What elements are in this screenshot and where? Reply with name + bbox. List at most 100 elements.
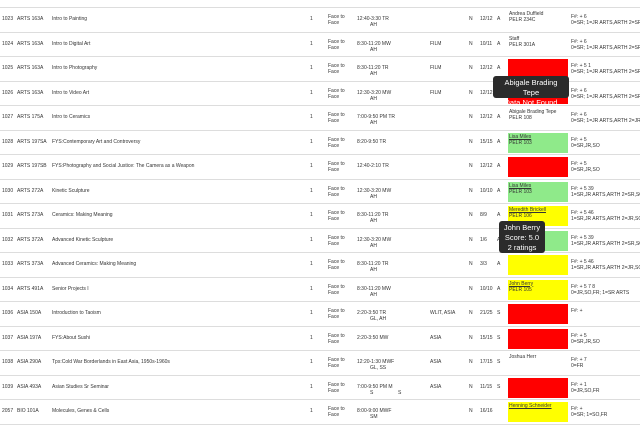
restriction-line: 0=SR; 1=SO,FR xyxy=(571,412,608,418)
restriction-line: 0=SR; 1=JR ARTS,ARTH 2=SR xyxy=(571,44,640,51)
category: FILM xyxy=(430,40,442,47)
course-code: ARTS 163A xyxy=(17,40,44,47)
course-code: ARTS 373A xyxy=(17,261,44,267)
table-row: 2057 BIO 101A Molecules, Genes & Cells 1 8:0… xyxy=(0,400,640,425)
seats: 10/11 xyxy=(480,40,493,47)
category: FILM xyxy=(430,89,442,96)
restriction-line: 1=SR,JR ARTS,ARTH 2=SR,SO xyxy=(571,191,640,198)
instructor-cell[interactable]: Joshua Herr xyxy=(508,353,568,373)
restrictions: F#: +0=SR; 1=SO,FR xyxy=(571,406,607,418)
course-id: 1037 xyxy=(2,334,14,341)
table-row: 1027 ARTS 175A Intro to Ceramics 1 7:00-9:50… xyxy=(0,106,640,131)
instructor-name[interactable]: Staff xyxy=(509,35,520,42)
tooltip-line: Score: 5.0 xyxy=(504,233,540,242)
restrictions: F#: + 5 1 0=SR; 1=JR ARTS,ARTH 2=SR xyxy=(571,63,640,75)
course-id: 1027 xyxy=(2,114,14,120)
course-title: Senior Projects I xyxy=(52,285,89,292)
instructor-name[interactable]: Henning Schneider xyxy=(509,403,552,409)
mode-line: Face to xyxy=(328,38,345,45)
restriction-line: F#: + 5 xyxy=(571,332,587,339)
instructor-cell[interactable] xyxy=(508,328,568,349)
instructor-cell[interactable] xyxy=(508,157,568,177)
course-code: ASIA 290A xyxy=(17,359,42,365)
meeting-time: 12:30-3:20 MW xyxy=(357,236,392,243)
course-code: ARTS 175A xyxy=(17,114,44,120)
seats: 10/10 xyxy=(480,285,493,292)
instructor-name[interactable]: Lisa Miles xyxy=(509,133,532,140)
instructor-cell[interactable] xyxy=(508,377,568,398)
course-code: ARTS 197SB xyxy=(17,163,47,169)
mode-line: Face to xyxy=(328,332,345,339)
course-title: Intro to Ceramics xyxy=(52,114,91,120)
flag: N xyxy=(469,16,473,22)
course-id: 1031 xyxy=(2,212,14,218)
instructor-cell[interactable]: Staff PELR 301A xyxy=(508,35,568,55)
seats: 8/9 xyxy=(480,212,487,218)
instructor-name[interactable]: Meredith Brickell xyxy=(509,207,546,213)
mode-line: Face to xyxy=(328,308,345,314)
tooltip-line: John Berry xyxy=(503,223,541,232)
course-id: 1026 xyxy=(2,89,14,96)
restrictions: F#: + 5 7 8 0=JR,SO,FR; 1=SR ARTS xyxy=(571,284,629,296)
instructor-cell[interactable]: Abigale Brading Tepe PELR 108 xyxy=(508,108,568,128)
instructor-name[interactable]: Joshua Herr xyxy=(509,354,537,360)
seats: 12/12 xyxy=(480,163,493,169)
mode-line: Face xyxy=(328,167,340,173)
location: S xyxy=(370,389,374,396)
course-id: 1036 xyxy=(2,310,14,316)
seats: 10/10 xyxy=(480,187,493,194)
instructor-cell[interactable]: Henning Schneider xyxy=(508,402,568,422)
meeting-time: 7:00-9:50 PM TR xyxy=(357,114,395,120)
restriction-line: 0=JR,SO,FR; 1=SR ARTS xyxy=(571,289,630,296)
restriction-line: F#: + 6 xyxy=(571,112,587,118)
units: 1 xyxy=(310,261,313,267)
location: AH xyxy=(370,291,377,298)
instructor-name[interactable]: Lisa Miles xyxy=(509,182,532,189)
course-code: ARTS 272A xyxy=(17,187,44,194)
instructor-cell[interactable]: Andrea Duffield PELR 234C xyxy=(508,10,568,30)
instructor-office: PELR 105 xyxy=(509,286,532,293)
table-row: 1030 ARTS 272A Kinetic Sculpture 1 12:30-3:2… xyxy=(0,180,640,204)
flag: N xyxy=(469,408,473,414)
location: AH xyxy=(370,22,377,28)
instructor-name[interactable]: Andrea Duffield xyxy=(509,11,544,17)
restrictions: F#: + 5 46 1=SR,JR ARTS,ARTH 2=JR,SO xyxy=(571,210,640,222)
mode-line: Face to xyxy=(328,357,345,363)
flag: N xyxy=(469,334,473,341)
units: 1 xyxy=(310,383,313,390)
mode-line: Face to xyxy=(328,259,345,265)
instructor-name[interactable]: John Berry xyxy=(509,280,534,287)
meeting-time: 8:30-11:20 TR xyxy=(357,65,389,71)
course-id: 1030 xyxy=(2,187,14,194)
meeting-time: 12:20-1:30 MWF xyxy=(357,359,395,365)
mode-line: Face xyxy=(328,338,340,345)
instructor-cell[interactable] xyxy=(508,304,568,324)
instructor-name[interactable]: Abigale Brading Tepe xyxy=(509,109,557,115)
table-row xyxy=(0,0,640,8)
instructor-cell[interactable] xyxy=(508,255,568,275)
restrictions: F#: + 1 0=JR,SO,FR xyxy=(571,382,599,394)
seats: 15/15 xyxy=(480,138,493,145)
seats: 12/12 xyxy=(480,16,493,22)
seats: 11/15 xyxy=(480,383,493,390)
restriction-line: F#: + 6 xyxy=(571,14,587,20)
mode-line: Face to xyxy=(328,234,345,241)
units: 1 xyxy=(310,89,313,96)
restrictions: F#: + 6 0=SR; 1=JR ARTS,ARTH 2=SR xyxy=(571,88,640,100)
location: AH xyxy=(370,218,377,224)
course-id: 1038 xyxy=(2,359,14,365)
instruction-mode: Face to Face xyxy=(328,406,345,418)
course-title: Advanced Kinetic Sculpture xyxy=(52,236,114,243)
mode-line: Face xyxy=(328,20,340,26)
instructor-cell[interactable]: John Berry PELR 105 xyxy=(508,279,568,300)
restriction-line: F#: + xyxy=(571,308,583,314)
instruction-mode: Face to Face xyxy=(328,210,345,222)
instructor-cell[interactable] xyxy=(508,59,568,79)
restrictions: F#: + 5 39 1=SR,JR ARTS,ARTH 2=SR,SO xyxy=(571,235,640,247)
restriction-line: F#: + 6 xyxy=(571,38,587,45)
units: 1 xyxy=(310,408,313,414)
category: ASIA xyxy=(430,383,442,390)
